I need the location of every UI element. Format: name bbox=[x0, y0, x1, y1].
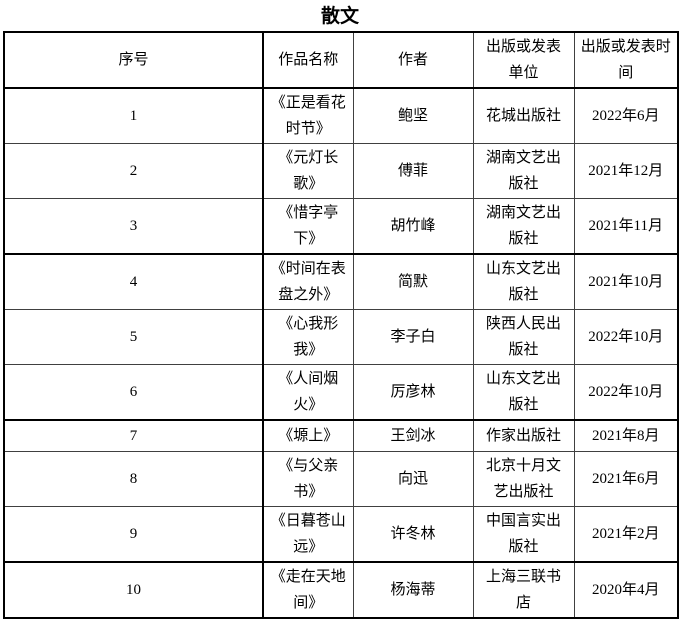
cell-serial: 8 bbox=[3, 450, 264, 507]
cell-publisher: 北京十月文艺出版社 bbox=[472, 450, 575, 507]
cell-serial: 1 bbox=[3, 87, 264, 144]
cell-author: 向迅 bbox=[352, 450, 474, 507]
page-title: 散文 bbox=[320, 6, 359, 27]
cell-publisher: 湖南文艺出版社 bbox=[472, 198, 575, 255]
cell-work-title: 《与父亲书》 bbox=[262, 450, 354, 507]
cell-publisher: 作家出版社 bbox=[472, 419, 575, 452]
table-body: 1 《正是看花时节》 鲍坚 花城出版社 2022年6月 2 《元灯长歌》 傅菲 … bbox=[3, 87, 679, 618]
cell-work-title: 《时间在表盘之外》 bbox=[262, 253, 354, 310]
cell-date: 2021年6月 bbox=[573, 450, 679, 507]
cell-date: 2022年6月 bbox=[573, 87, 679, 144]
column-header-date: 出版或发表时间 bbox=[573, 31, 679, 89]
cell-serial: 7 bbox=[3, 419, 264, 452]
cell-author: 胡竹峰 bbox=[352, 198, 474, 255]
table-row: 7 《塬上》 王剑冰 作家出版社 2021年8月 bbox=[3, 419, 679, 452]
cell-author: 王剑冰 bbox=[352, 419, 474, 452]
cell-author: 许冬林 bbox=[352, 505, 474, 563]
cell-author: 杨海蒂 bbox=[352, 561, 474, 618]
cell-publisher: 山东文艺出版社 bbox=[472, 253, 575, 310]
cell-work-title: 《元灯长歌》 bbox=[262, 143, 354, 199]
column-header-work-title: 作品名称 bbox=[262, 31, 354, 89]
cell-work-title: 《塬上》 bbox=[262, 419, 354, 452]
cell-serial: 10 bbox=[3, 561, 264, 618]
cell-publisher: 中国言实出版社 bbox=[472, 505, 575, 563]
cell-date: 2022年10月 bbox=[573, 309, 679, 365]
cell-work-title: 《正是看花时节》 bbox=[262, 87, 354, 144]
cell-publisher: 上海三联书店 bbox=[472, 561, 575, 618]
cell-serial: 9 bbox=[3, 505, 264, 563]
prose-works-table: 序号 作品名称 作者 出版或发表单位 出版或发表时间 1 《正是看花时节》 鲍坚… bbox=[3, 31, 679, 619]
cell-author: 简默 bbox=[352, 253, 474, 310]
cell-work-title: 《走在天地间》 bbox=[262, 561, 354, 618]
cell-date: 2020年4月 bbox=[573, 561, 679, 618]
header-row: 序号 作品名称 作者 出版或发表单位 出版或发表时间 bbox=[3, 31, 679, 89]
column-header-author: 作者 bbox=[352, 31, 474, 89]
cell-serial: 2 bbox=[3, 143, 264, 199]
cell-work-title: 《人间烟火》 bbox=[262, 364, 354, 421]
cell-work-title: 《惜字亭下》 bbox=[262, 198, 354, 255]
cell-serial: 3 bbox=[3, 198, 264, 255]
table-row: 2 《元灯长歌》 傅菲 湖南文艺出版社 2021年12月 bbox=[3, 143, 679, 199]
cell-publisher: 山东文艺出版社 bbox=[472, 364, 575, 421]
cell-author: 李子白 bbox=[352, 309, 474, 365]
cell-publisher: 陕西人民出版社 bbox=[472, 309, 575, 365]
cell-serial: 4 bbox=[3, 253, 264, 310]
table-row: 5 《心我形我》 李子白 陕西人民出版社 2022年10月 bbox=[3, 309, 679, 365]
cell-author: 鲍坚 bbox=[352, 87, 474, 144]
cell-date: 2021年8月 bbox=[573, 419, 679, 452]
table-header: 序号 作品名称 作者 出版或发表单位 出版或发表时间 bbox=[3, 31, 679, 89]
cell-publisher: 花城出版社 bbox=[472, 87, 575, 144]
cell-publisher: 湖南文艺出版社 bbox=[472, 143, 575, 199]
table-row: 6 《人间烟火》 厉彦林 山东文艺出版社 2022年10月 bbox=[3, 364, 679, 421]
table-row: 10 《走在天地间》 杨海蒂 上海三联书店 2020年4月 bbox=[3, 561, 679, 618]
column-header-publisher: 出版或发表单位 bbox=[472, 31, 575, 89]
table-row: 3 《惜字亭下》 胡竹峰 湖南文艺出版社 2021年11月 bbox=[3, 198, 679, 255]
cell-work-title: 《日暮苍山远》 bbox=[262, 505, 354, 563]
cell-author: 傅菲 bbox=[352, 143, 474, 199]
cell-work-title: 《心我形我》 bbox=[262, 309, 354, 365]
cell-serial: 5 bbox=[3, 309, 264, 365]
table-row: 4 《时间在表盘之外》 简默 山东文艺出版社 2021年10月 bbox=[3, 253, 679, 310]
table-row: 8 《与父亲书》 向迅 北京十月文艺出版社 2021年6月 bbox=[3, 450, 679, 507]
cell-date: 2021年11月 bbox=[573, 198, 679, 255]
cell-author: 厉彦林 bbox=[352, 364, 474, 421]
cell-date: 2021年12月 bbox=[573, 143, 679, 199]
cell-date: 2021年10月 bbox=[573, 253, 679, 310]
table-row: 1 《正是看花时节》 鲍坚 花城出版社 2022年6月 bbox=[3, 87, 679, 144]
cell-date: 2021年2月 bbox=[573, 505, 679, 563]
table-row: 9 《日暮苍山远》 许冬林 中国言实出版社 2021年2月 bbox=[3, 505, 679, 563]
cell-serial: 6 bbox=[3, 364, 264, 421]
cell-date: 2022年10月 bbox=[573, 364, 679, 421]
column-header-serial: 序号 bbox=[3, 31, 264, 89]
